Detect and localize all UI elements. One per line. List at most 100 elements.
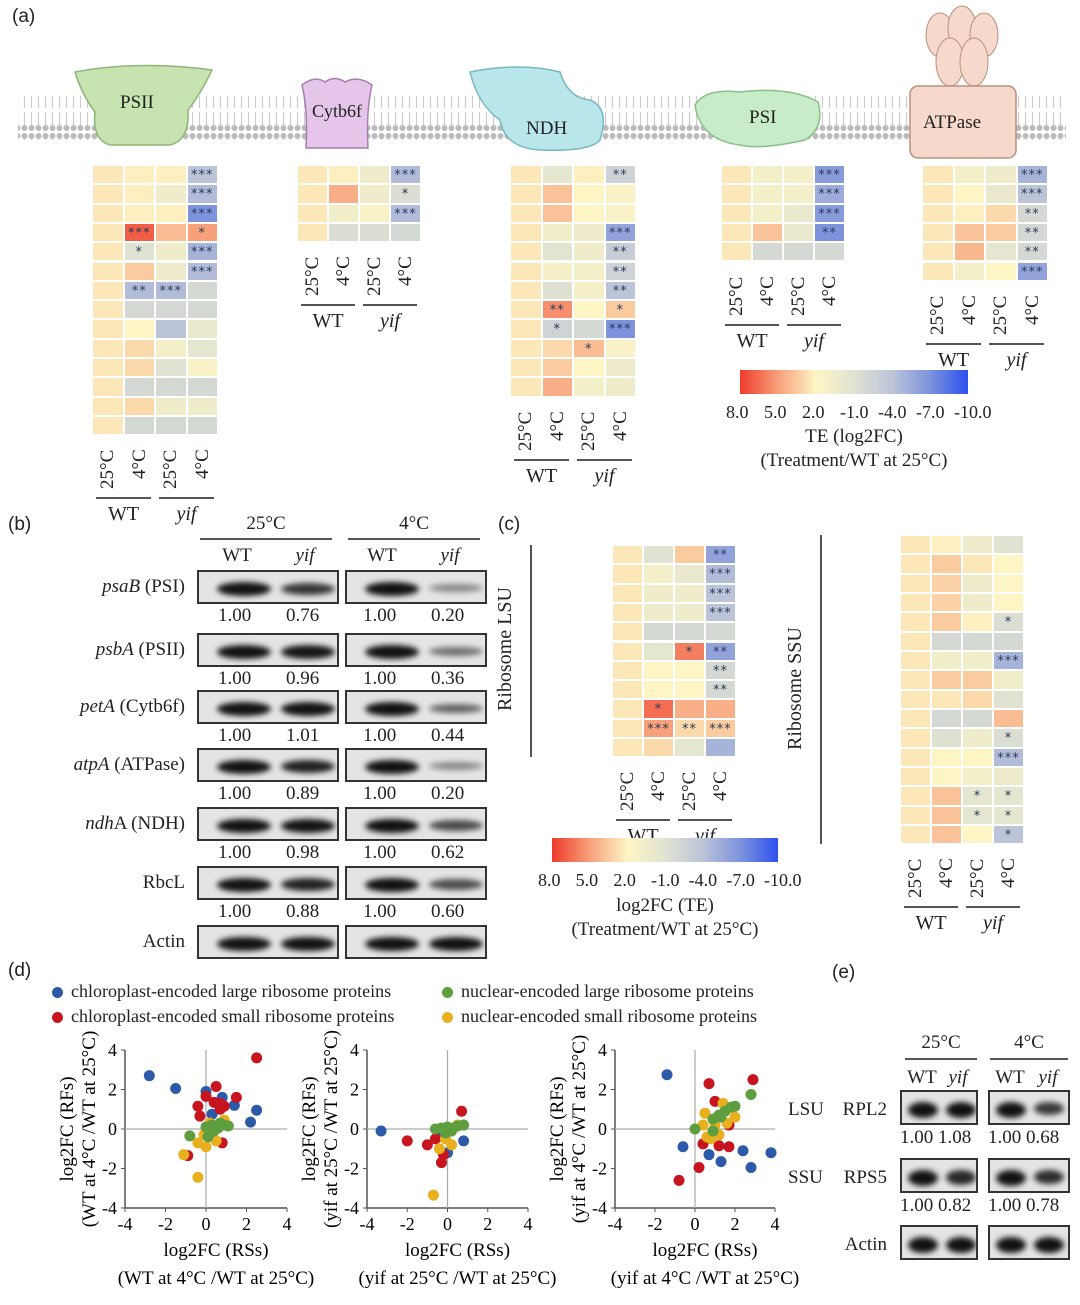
column-label: 4°C: [395, 256, 416, 287]
scatter-point: [729, 1111, 741, 1123]
heatmap-cell: [962, 728, 993, 748]
column-label: 25°C: [617, 772, 638, 812]
heatmap-cell: [573, 165, 605, 185]
heatmap-cell: [604, 377, 636, 397]
heatmap-cell: [123, 165, 155, 185]
heatmap-cell: [953, 184, 985, 204]
lane-label: WT: [367, 545, 397, 566]
heatmap-cell: [186, 280, 218, 301]
heatmap-cell: [186, 300, 218, 320]
blot-label: atpA (ATPase): [74, 754, 185, 776]
heatmap-cell: [962, 554, 993, 574]
band: [217, 819, 271, 833]
heatmap-cell: [573, 280, 605, 301]
heatmap-cell: [962, 631, 993, 651]
heatmap-cell: [612, 699, 643, 719]
band: [217, 878, 271, 892]
heatmap-cell: [993, 766, 1024, 787]
x-tick-label: 4: [771, 1214, 780, 1234]
heatmap-cell: *: [643, 699, 674, 719]
blot-image: [197, 690, 339, 724]
heatmap-cell: [92, 261, 124, 281]
heatmap-cell: [993, 631, 1024, 651]
heatmap-cell: ***: [993, 747, 1024, 767]
scatter-point: [427, 1189, 439, 1201]
heatmap-cell: ***: [814, 165, 845, 185]
heatmap-cell: **: [541, 300, 573, 320]
band: [365, 645, 419, 659]
y-tick-label: -4: [102, 1198, 117, 1218]
band: [429, 584, 483, 592]
blot-label: RbcL: [143, 872, 185, 894]
heatmap-cell: [752, 203, 783, 223]
quantification-value: 0.36: [431, 668, 465, 689]
blot-image: [345, 690, 487, 724]
heatmap-cell: [510, 165, 542, 185]
group-label: WT: [736, 329, 768, 352]
x-tick-label: -4: [360, 1214, 375, 1234]
heatmap-cell: [953, 242, 985, 262]
heatmap-cell: [92, 319, 124, 339]
band: [1034, 1102, 1064, 1116]
heatmap-cell: **: [604, 165, 636, 185]
heatmap-cell: ***: [186, 184, 218, 204]
colorbar-a-title: TE (log2FC): [805, 426, 903, 447]
heatmap-cell: [541, 222, 573, 243]
atpase-label: ATPase: [923, 112, 982, 133]
quantification-value: 1.00: [363, 842, 397, 863]
ribosome-group-label: Ribosome LSU: [494, 587, 516, 712]
scatter-point: [703, 1078, 715, 1090]
colorbar-tick-label: -7.0: [726, 870, 755, 890]
heatmap-cell: [783, 222, 814, 243]
quantification-value: 1.01: [286, 725, 320, 746]
band: [908, 1170, 938, 1186]
heatmap-cell: ***: [993, 650, 1024, 671]
quantification-value: 0.20: [431, 783, 465, 804]
heatmap-cell: [931, 535, 962, 555]
heatmap-cell: [186, 338, 218, 358]
heatmap-cell: [328, 184, 359, 204]
scatter-point: [421, 1139, 433, 1151]
subunit-label: LSU: [788, 1099, 824, 1120]
heatmap-cell: [123, 396, 155, 416]
heatmap-cell: *: [962, 786, 993, 806]
heatmap-cell: [900, 728, 931, 748]
y-axis-sublabel: (yif at 4°C /WT at 25°C): [569, 1035, 590, 1223]
quantification-value: 0.44: [431, 725, 465, 746]
heatmap-cell: [359, 203, 390, 223]
column-label: 4°C: [333, 256, 354, 287]
heatmap-cell: [931, 708, 962, 729]
x-axis-sublabel: (WT at 4°C /WT at 25°C): [118, 1268, 315, 1289]
temperature-header: 4°C: [399, 513, 429, 534]
band: [946, 1102, 976, 1118]
scatter-point: [699, 1107, 711, 1119]
group-label: WT: [915, 912, 947, 935]
heatmap-cell: [92, 203, 124, 223]
heatmap-cell: [155, 300, 187, 320]
legend-label: nuclear-encoded large ribosome proteins: [461, 981, 754, 1001]
column-label: 25°C: [990, 295, 1011, 335]
column-label: 25°C: [788, 276, 809, 316]
column-label: 4°C: [710, 771, 731, 802]
gene-name: atpA: [73, 754, 110, 775]
heatmap-cell: [155, 377, 187, 397]
cytb6f-shape: [301, 77, 373, 149]
heatmap-cell: [541, 203, 573, 223]
quantification-value: 0.62: [431, 842, 465, 863]
thylakoid-membrane-diagram: [18, 5, 1066, 159]
band: [217, 645, 271, 659]
band: [429, 937, 483, 951]
heatmap-cell: [123, 319, 155, 339]
scatter-point: [747, 1074, 759, 1086]
heatmap-cell: **: [604, 280, 636, 301]
group-label: yif: [983, 912, 1003, 935]
heatmap-cell: *: [390, 184, 421, 204]
x-tick-label: 2: [242, 1214, 251, 1234]
heatmap-cell: ***: [1016, 261, 1048, 281]
legend-item: chloroplast-encoded small ribosome prote…: [52, 1006, 394, 1027]
heatmap-cell: [674, 660, 705, 681]
x-tick-label: 4: [524, 1214, 533, 1234]
heatmap-cell: ***: [604, 222, 636, 243]
x-axis-label: log2FC (RSs): [405, 1240, 510, 1261]
heatmap-cell: [604, 184, 636, 204]
